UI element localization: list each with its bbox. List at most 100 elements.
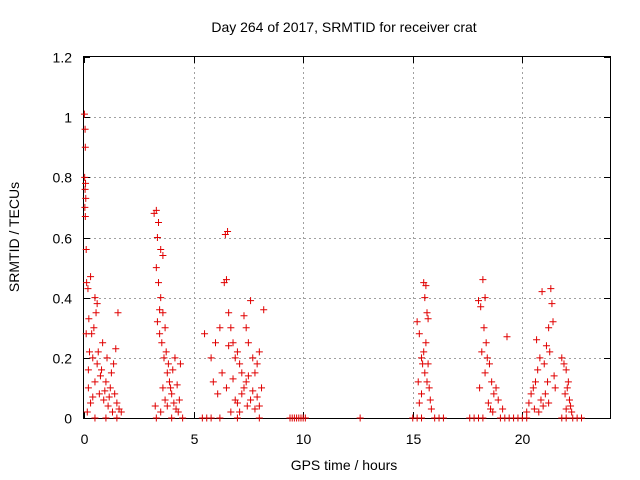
data-point xyxy=(260,306,268,314)
data-point xyxy=(424,315,432,323)
data-point xyxy=(489,408,497,416)
data-point xyxy=(238,369,246,377)
y-axis-label: SRMTID / TECUs xyxy=(6,182,22,292)
data-point xyxy=(564,378,572,386)
chart-title: Day 264 of 2017, SRMTID for receiver cra… xyxy=(211,19,476,35)
data-point xyxy=(102,378,110,386)
data-point xyxy=(155,218,163,226)
data-point xyxy=(103,354,111,362)
y-tick-label: 1.2 xyxy=(53,50,73,66)
x-axis-label: GPS time / hours xyxy=(291,457,398,473)
data-point xyxy=(481,294,489,302)
y-tick-label: 1 xyxy=(64,110,72,126)
data-point xyxy=(242,378,250,386)
data-point xyxy=(550,372,558,380)
data-point xyxy=(548,300,556,308)
data-point xyxy=(531,378,539,386)
y-tick-label: 0 xyxy=(64,411,72,427)
data-point xyxy=(81,185,89,193)
data-point xyxy=(216,414,224,422)
data-point xyxy=(240,384,248,392)
data-point xyxy=(231,396,239,404)
data-point xyxy=(421,294,429,302)
data-point xyxy=(168,390,176,398)
data-point xyxy=(231,354,239,362)
data-point xyxy=(229,339,237,347)
data-point xyxy=(107,369,115,377)
data-point xyxy=(80,110,88,118)
data-point xyxy=(475,297,482,305)
data-point xyxy=(209,378,217,386)
data-point xyxy=(238,390,246,398)
data-point xyxy=(545,399,553,407)
data-point xyxy=(244,339,252,347)
data-point xyxy=(255,402,263,410)
data-point xyxy=(168,414,176,422)
data-point xyxy=(159,309,167,317)
data-point xyxy=(84,285,92,293)
y-tick-label: 0.4 xyxy=(53,291,73,307)
plot-frame xyxy=(83,56,611,419)
data-point xyxy=(152,264,160,272)
data-point xyxy=(523,408,531,416)
data-point xyxy=(255,348,263,356)
data-point xyxy=(160,354,168,362)
data-point xyxy=(527,390,535,398)
data-point xyxy=(112,345,120,353)
data-point xyxy=(422,339,430,347)
data-point xyxy=(99,339,107,347)
data-point xyxy=(84,384,92,392)
data-point xyxy=(229,375,237,383)
tick-layer: 0 0.2 0.4 0.6 0.8 1 1.2 0 5 10 15 20 xyxy=(53,50,610,447)
data-point xyxy=(90,324,98,332)
data-point xyxy=(418,354,426,362)
data-point xyxy=(247,396,255,404)
grid-layer xyxy=(84,57,610,418)
data-point xyxy=(421,369,429,377)
y-tick-label: 0.2 xyxy=(53,351,73,367)
data-point xyxy=(216,324,224,332)
data-point xyxy=(113,399,121,407)
data-point xyxy=(424,360,432,368)
data-point xyxy=(96,372,104,380)
data-point xyxy=(179,414,187,422)
data-point xyxy=(530,405,538,413)
data-point xyxy=(301,414,309,422)
data-point xyxy=(476,384,484,392)
data-point xyxy=(415,330,423,338)
data-point xyxy=(105,393,113,401)
data-point xyxy=(161,324,169,332)
data-point xyxy=(114,309,122,317)
x-tick-label: 15 xyxy=(406,431,422,447)
data-point xyxy=(175,396,183,404)
data-point xyxy=(356,414,364,422)
data-point xyxy=(499,405,507,413)
data-point xyxy=(157,246,165,254)
data-point xyxy=(117,408,125,416)
data-point xyxy=(525,399,533,407)
data-point xyxy=(81,212,89,220)
data-point xyxy=(425,384,433,392)
data-point xyxy=(82,330,90,338)
data-point xyxy=(95,390,103,398)
x-tick-label: 10 xyxy=(296,431,312,447)
data-point xyxy=(485,360,493,368)
data-point xyxy=(565,396,573,404)
data-point xyxy=(255,414,263,422)
y-tick-label: 0.6 xyxy=(53,231,73,247)
data-point xyxy=(81,173,89,181)
data-point xyxy=(163,369,171,377)
data-point xyxy=(225,342,233,350)
data-point xyxy=(91,294,99,302)
data-point xyxy=(534,366,542,374)
data-point xyxy=(523,414,531,422)
data-point xyxy=(240,312,248,320)
data-point xyxy=(567,402,575,410)
data-point xyxy=(492,384,500,392)
data-point xyxy=(93,300,101,308)
data-point xyxy=(420,348,428,356)
data-point xyxy=(224,227,232,235)
data-point xyxy=(562,405,570,413)
data-point xyxy=(91,414,99,422)
